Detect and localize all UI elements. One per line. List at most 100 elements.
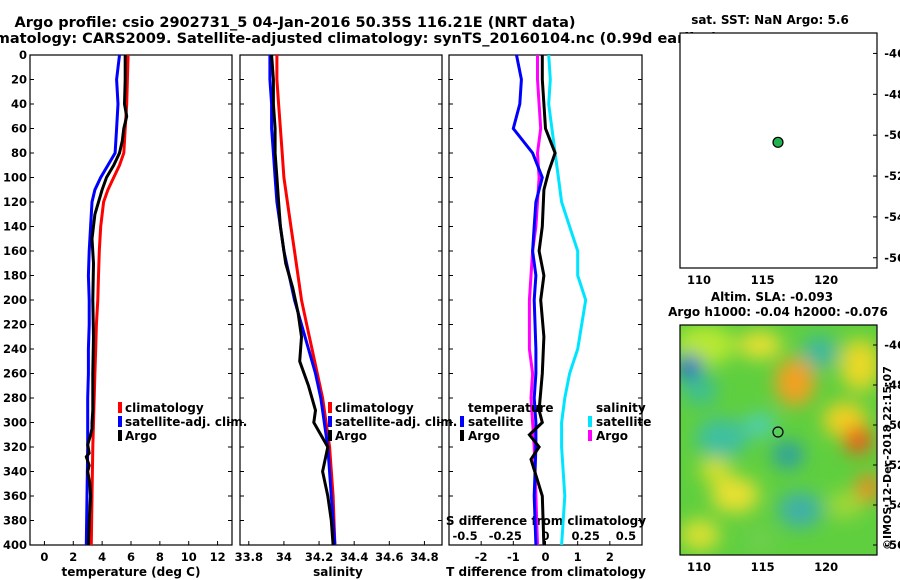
- depth-tick: 20: [11, 73, 27, 87]
- legend-swatch-argo: [328, 430, 332, 441]
- legend-label: climatology: [125, 401, 204, 415]
- depth-tick: 140: [3, 220, 27, 234]
- salinity-climatology-line: [275, 55, 337, 545]
- x-tick: 0: [541, 550, 549, 564]
- temperature-plot-frame: [29, 54, 233, 546]
- depth-tick: 340: [3, 465, 27, 479]
- temperature-legend: climatology satellite-adj. clim. Argo: [118, 401, 247, 443]
- x-tick: 34.2: [305, 550, 333, 564]
- depth-tick: 0: [19, 48, 27, 62]
- x-tick: 10: [181, 550, 197, 564]
- difference-x2-label: S difference from climatology: [446, 514, 646, 528]
- x2-tick: 0: [541, 529, 549, 543]
- heatmap-blob: [772, 441, 804, 469]
- temperature-x-ticks: 0 2 4 6 8 10 12: [40, 550, 225, 564]
- depth-tick: 400: [3, 538, 27, 552]
- depth-tick: 180: [3, 269, 27, 283]
- sst-map-frame: [679, 32, 878, 269]
- depth-tick: 360: [3, 489, 27, 503]
- y-tick: -48: [884, 378, 900, 392]
- legend-label: Argo: [596, 429, 628, 443]
- legend-label: climatology: [335, 401, 414, 415]
- y-tick: -48: [884, 87, 900, 101]
- salinity-argo-line: [270, 55, 335, 545]
- altimetry-heatmap: [680, 325, 877, 555]
- y-tick: -52: [884, 169, 900, 183]
- altimetry-map-frame: [679, 324, 878, 556]
- altimetry-map-y-ticks: -46 -48 -50 -52 -54 -56: [884, 338, 900, 552]
- x-tick: 33.8: [235, 550, 263, 564]
- x-tick: -2: [475, 550, 488, 564]
- legend-swatch-argo: [118, 430, 122, 441]
- salinity-difference-x-ticks: -0.5 -0.25 0 0.25 0.5: [453, 529, 637, 543]
- legend-swatch-sal-satellite: [588, 416, 592, 427]
- legend-swatch-climatology: [328, 402, 332, 413]
- salinity-diff-satellite-line: [547, 55, 588, 545]
- y-tick: -54: [884, 498, 900, 512]
- title-line-2: Climatology: CARS2009. Satellite-adjuste…: [0, 31, 718, 47]
- depth-tick: 120: [3, 195, 27, 209]
- temperature-x-label: temperature (deg C): [62, 565, 201, 579]
- depth-tick: 60: [11, 122, 27, 136]
- x2-tick: 0.5: [616, 529, 636, 543]
- depth-tick: 200: [3, 293, 27, 307]
- heatmap-blob: [696, 418, 748, 458]
- x2-tick: -0.25: [489, 529, 522, 543]
- salinity-x-ticks: 33.8 34 34.2 34.4 34.6 34.8: [235, 550, 439, 564]
- x-tick: 6: [127, 550, 135, 564]
- x-tick: 34.8: [410, 550, 438, 564]
- depth-tick: 220: [3, 318, 27, 332]
- y-tick: -52: [884, 458, 900, 472]
- x-tick: 34.6: [375, 550, 403, 564]
- legend-swatch-sal-argo: [588, 430, 592, 441]
- depth-tick: 100: [3, 171, 27, 185]
- difference-legend: temperature satellite Argo salinity sate…: [460, 401, 651, 443]
- x-tick: -1: [507, 550, 520, 564]
- argo-location-marker: [772, 136, 784, 148]
- altimetry-map-x-ticks: 110 115 120: [687, 560, 838, 574]
- temperature-argo-line: [84, 55, 129, 545]
- legend-swatch-temp-argo: [460, 430, 464, 441]
- x-tick: 8: [156, 550, 164, 564]
- legend-label: Argo: [335, 429, 367, 443]
- difference-plot-frame: [448, 54, 643, 546]
- depth-tick: 240: [3, 342, 27, 356]
- x-tick: 115: [751, 560, 775, 574]
- depth-tick: 160: [3, 244, 27, 258]
- depth-tick: 280: [3, 391, 27, 405]
- legend-label: Argo: [125, 429, 157, 443]
- legend-swatch-satellite: [328, 416, 332, 427]
- salinity-x-label: salinity: [313, 565, 363, 579]
- legend-swatch-satellite: [118, 416, 122, 427]
- temperature-diff-argo-line: [527, 55, 557, 545]
- heatmap-blob: [778, 492, 822, 528]
- depth-tick: 260: [3, 367, 27, 381]
- depth-tick: 80: [11, 146, 27, 160]
- depth-tick: 320: [3, 440, 27, 454]
- heatmap-blob: [844, 426, 872, 454]
- depth-tick: 300: [3, 416, 27, 430]
- x-tick: 1: [574, 550, 582, 564]
- legend-title-temperature: temperature: [468, 401, 553, 415]
- x-tick: 115: [751, 273, 775, 287]
- sst-map-y-ticks: -46 -48 -50 -52 -54 -56: [884, 46, 900, 264]
- depth-tick: 380: [3, 514, 27, 528]
- heatmap-blob: [699, 458, 731, 482]
- heatmap-blob: [682, 374, 718, 406]
- x-tick: 4: [98, 550, 106, 564]
- credit-text: ©IMOS 12-Dec-2018 22:15:07: [881, 366, 894, 550]
- y-tick: -50: [884, 418, 900, 432]
- x2-tick: -0.5: [453, 529, 478, 543]
- legend-label: Argo: [468, 429, 500, 443]
- legend-swatch-climatology: [118, 402, 122, 413]
- heatmap-blob: [856, 474, 877, 502]
- y-tick: -54: [884, 210, 900, 224]
- y-tick: -46: [884, 338, 900, 352]
- legend-swatch-temp-satellite: [460, 416, 464, 427]
- heatmap-blob: [802, 336, 838, 368]
- depth-tick: 40: [11, 97, 27, 111]
- x-tick: 0: [40, 550, 48, 564]
- sst-title: sat. SST: NaN Argo: 5.6: [691, 13, 849, 27]
- x-tick: 120: [814, 273, 838, 287]
- difference-x-label: T difference from climatology: [446, 565, 646, 579]
